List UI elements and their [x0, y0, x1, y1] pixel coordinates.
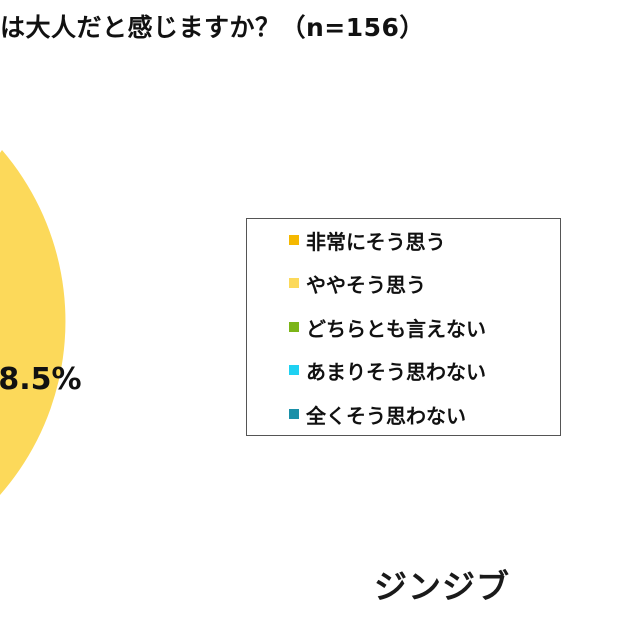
legend-swatch [289, 322, 299, 332]
legend-swatch [289, 235, 299, 245]
legend-swatch [289, 409, 299, 419]
legend-label: どちらとも言えない [306, 316, 486, 341]
legend-item-yaya: ややそう思う [289, 268, 426, 298]
legend-label: 全くそう思わない [306, 403, 466, 428]
legend: 非常にそう思う ややそう思う どちらとも言えない あまりそう思わない 全くそう思… [246, 218, 561, 436]
legend-label: ややそう思う [306, 272, 426, 297]
pie-slice-label: 8.5% [0, 362, 82, 397]
pie-slice-yaya [0, 150, 66, 495]
legend-label: あまりそう思わない [306, 359, 486, 384]
legend-swatch [289, 365, 299, 375]
legend-swatch [289, 278, 299, 288]
legend-item-mattaku: 全くそう思わない [289, 399, 466, 429]
legend-item-amari: あまりそう思わない [289, 355, 486, 385]
brand-logo: ジンジブ [374, 567, 510, 606]
legend-item-dochira: どちらとも言えない [289, 312, 486, 342]
legend-label: 非常にそう思う [306, 229, 446, 254]
legend-item-hijou: 非常にそう思う [289, 225, 446, 255]
chart-title: は大人だと感じますか？（n=156） [0, 13, 425, 42]
